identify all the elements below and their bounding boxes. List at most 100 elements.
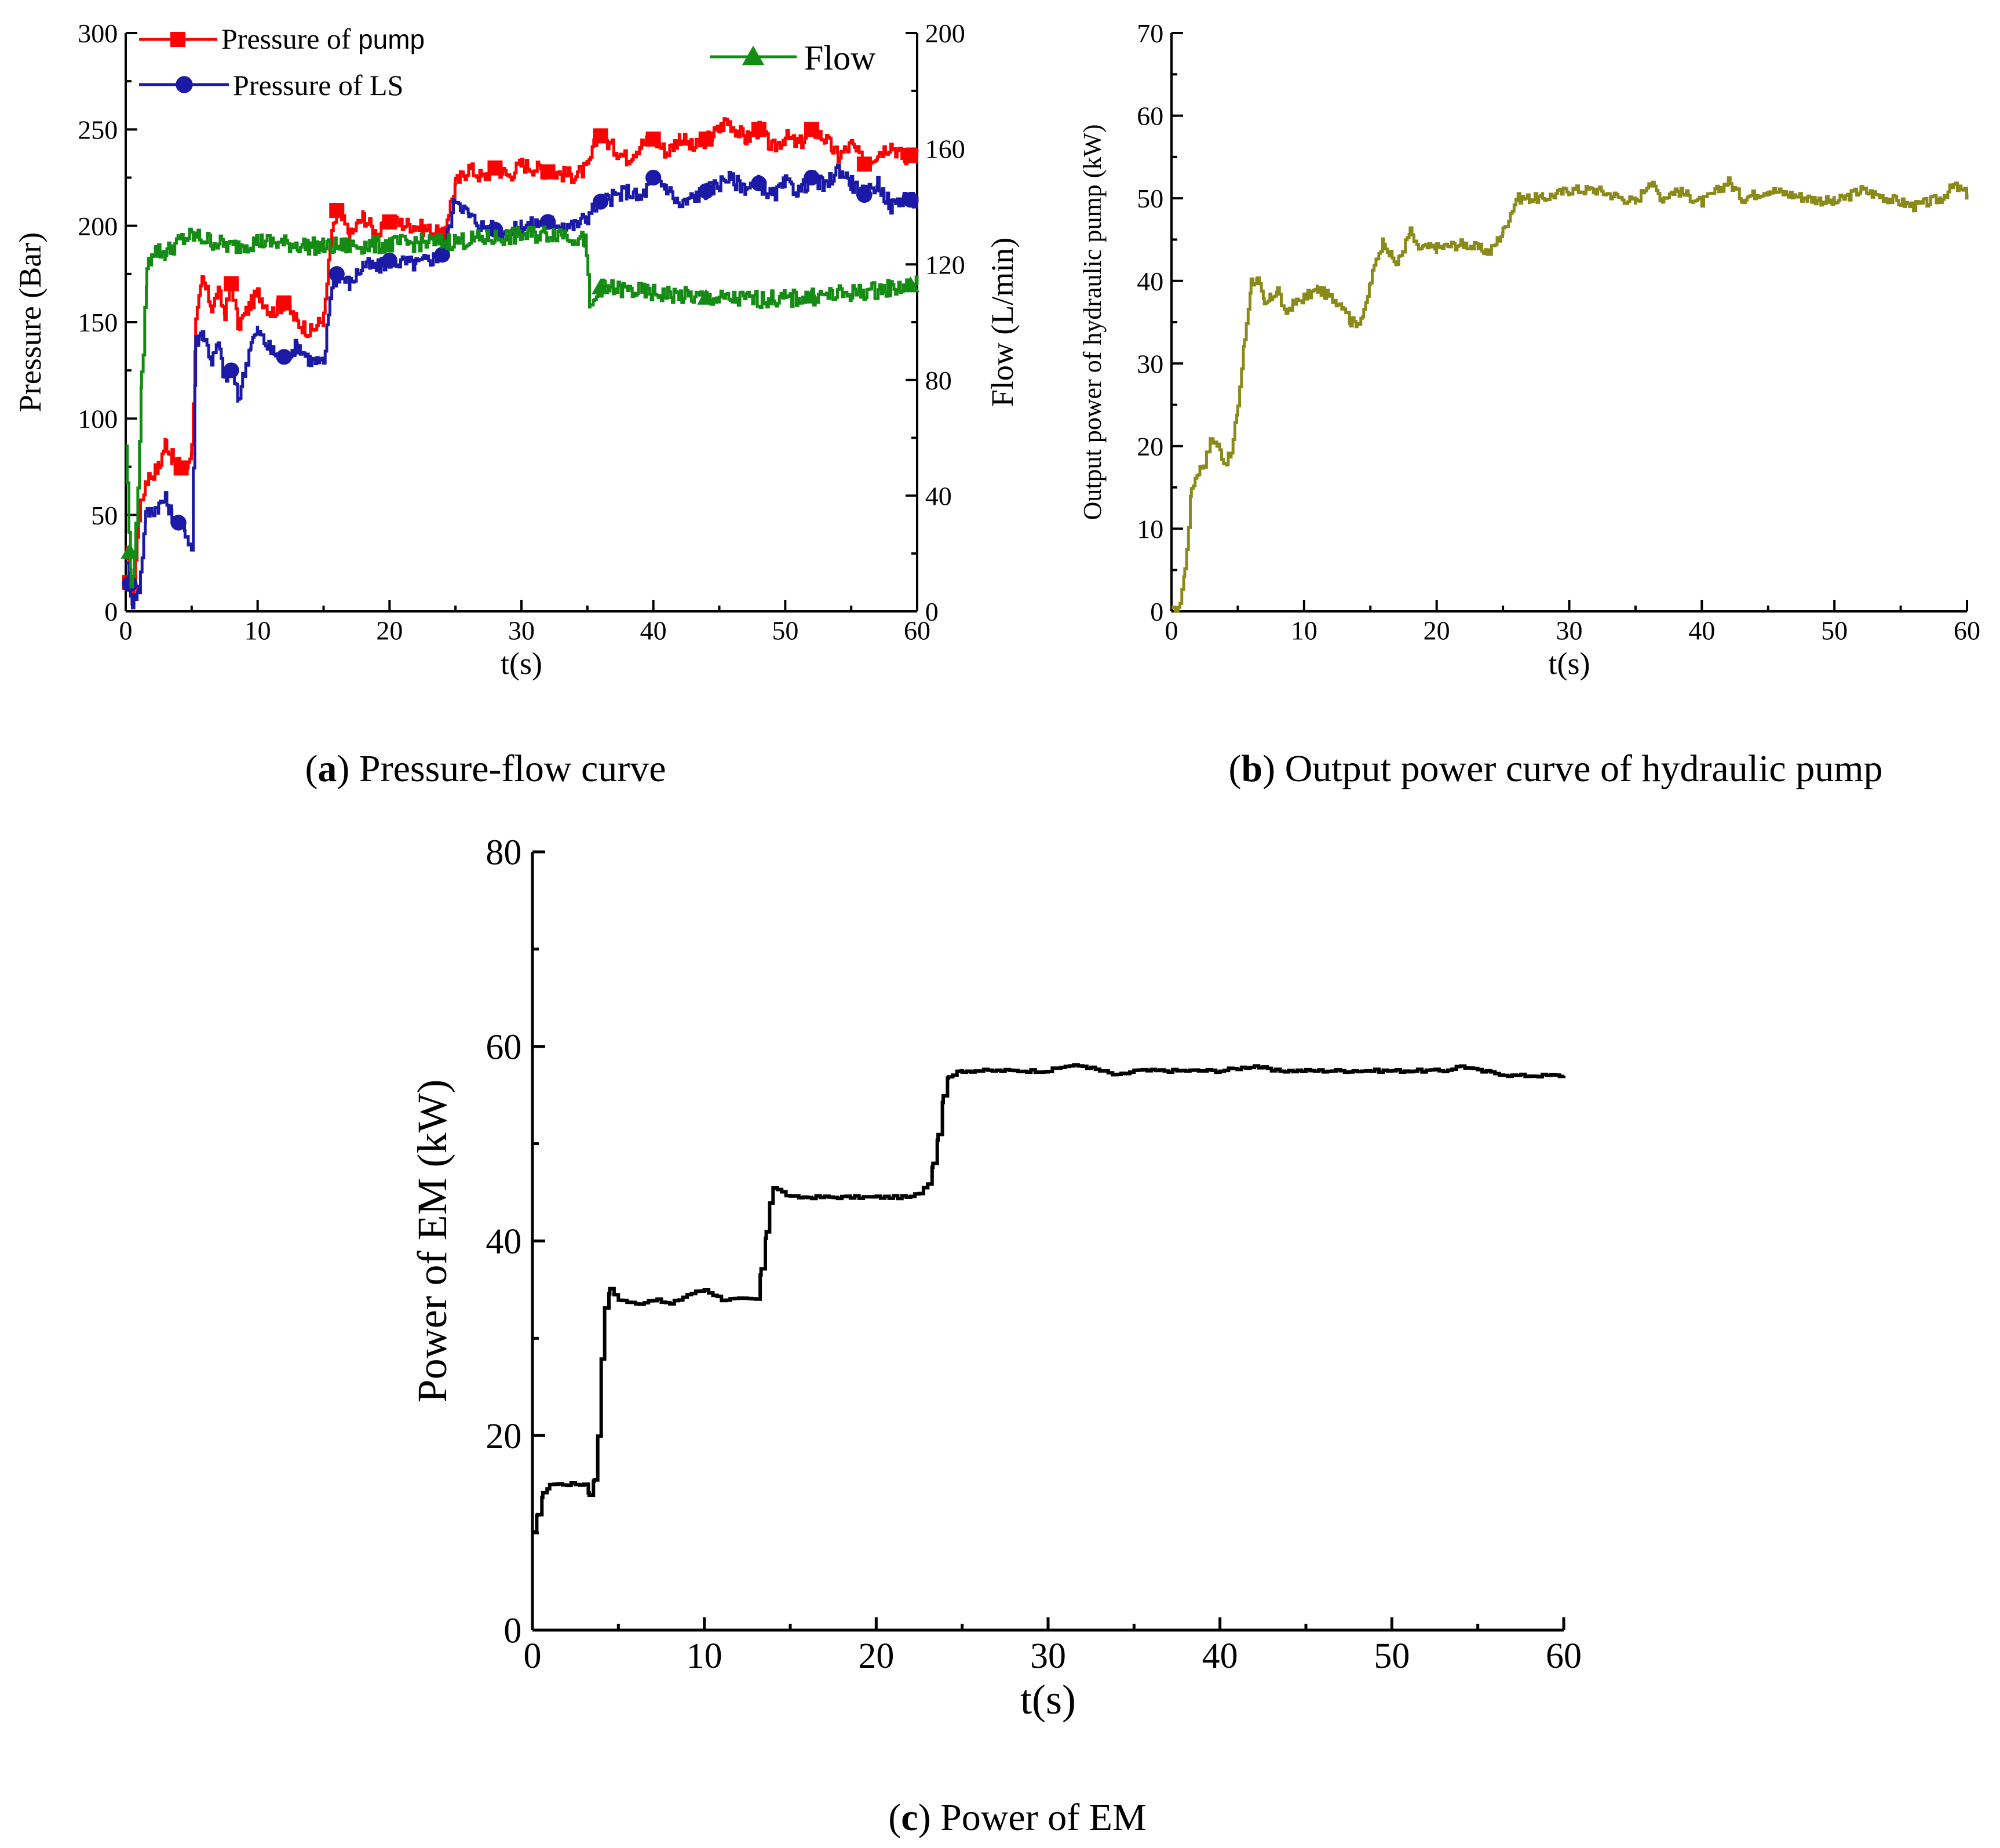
y2-tick-label: 40 xyxy=(925,482,952,511)
caption-text: Pressure-flow curve xyxy=(349,748,666,790)
y-tick-label: 200 xyxy=(78,212,118,241)
caption-letter: a xyxy=(317,748,337,790)
x-tick-label: 0 xyxy=(524,1636,542,1676)
series-line-output-power-of-hydraulic-pump xyxy=(1171,176,1969,613)
marker-pressure-of-ls xyxy=(276,349,292,365)
x-tick-label: 30 xyxy=(1030,1636,1066,1676)
x-axis-label: t(s) xyxy=(1549,646,1590,681)
x-tick-label: 0 xyxy=(119,615,133,645)
marker-pressure-of xyxy=(487,160,503,176)
y-tick-label: 100 xyxy=(78,404,118,433)
caption-text: Power of EM xyxy=(931,1796,1147,1839)
x-tick-label: 10 xyxy=(244,615,271,645)
legend-label-ls: Pressure of LS xyxy=(233,69,403,101)
marker-pressure-of-ls xyxy=(698,183,714,199)
caption-paren-close: ) xyxy=(1262,748,1275,790)
legend-label-flow: Flow xyxy=(804,39,876,77)
marker-pressure-of xyxy=(540,164,556,180)
caption-paren-open: ( xyxy=(1228,748,1241,790)
marker-flow xyxy=(121,543,139,559)
marker-flow xyxy=(697,289,716,305)
y-axis-label: Pressure (Bar) xyxy=(13,232,48,412)
x-tick-label: 10 xyxy=(687,1636,722,1676)
caption: (a) Pressure-flow curve xyxy=(305,748,666,790)
caption-paren-close: ) xyxy=(337,748,349,790)
x-tick-label: 60 xyxy=(904,615,930,645)
x-axis-label: t(s) xyxy=(1020,1676,1076,1723)
marker-pressure-of xyxy=(903,148,918,163)
caption: (c) Power of EM xyxy=(888,1796,1146,1839)
y-tick-label: 150 xyxy=(78,308,118,337)
marker-pressure-of-ls xyxy=(170,515,187,531)
marker-pressure-of-ls xyxy=(751,175,767,192)
legend-marker-ls xyxy=(176,76,193,93)
marker-pressure-of xyxy=(804,122,819,137)
marker-pressure-of-ls xyxy=(856,187,873,203)
y-axis-label: Power of EM (kW) xyxy=(409,1080,455,1403)
x-tick-label: 20 xyxy=(858,1636,894,1676)
marker-flow xyxy=(592,278,610,294)
caption-paren-open: ( xyxy=(305,748,317,790)
marker-pressure-of xyxy=(329,203,345,218)
x-tick-label: 30 xyxy=(1556,615,1583,645)
legend-label-pump: Pressure of pump xyxy=(221,23,425,55)
y2-tick-label: 0 xyxy=(925,597,939,626)
legend-marker-pump xyxy=(170,32,185,47)
legend-label-pump-text: Pressure of xyxy=(221,23,358,55)
y-tick-label: 0 xyxy=(1150,597,1163,626)
x-tick-label: 60 xyxy=(1954,615,1980,645)
marker-pressure-of xyxy=(645,131,661,147)
legend-label-pump-suffix: pump xyxy=(358,24,425,54)
y-tick-label: 50 xyxy=(1137,184,1163,213)
legend-marker-flow xyxy=(742,45,765,65)
caption-text: Output power curve of hydraulic pump xyxy=(1275,748,1882,790)
y-tick-label: 0 xyxy=(503,1612,521,1651)
marker-pressure-of-ls xyxy=(381,252,397,269)
x-tick-label: 60 xyxy=(1546,1636,1582,1676)
x-tick-label: 50 xyxy=(1821,615,1848,645)
y2-tick-label: 120 xyxy=(925,250,965,279)
y-tick-label: 40 xyxy=(1137,267,1163,296)
x-tick-label: 10 xyxy=(1291,615,1317,645)
y2-tick-label: 160 xyxy=(925,134,965,164)
y-tick-label: 20 xyxy=(486,1417,521,1456)
marker-pressure-of-ls xyxy=(902,192,919,208)
y-tick-label: 70 xyxy=(1137,19,1163,48)
marker-pressure-of-ls xyxy=(592,194,609,210)
x-tick-label: 20 xyxy=(376,615,403,645)
chart-a: 0 10 20 30 40 50 60050100150200250300040801201… xyxy=(13,19,1020,790)
marker-pressure-of xyxy=(751,122,767,137)
marker-pressure-of xyxy=(173,460,189,476)
y-tick-label: 30 xyxy=(1137,349,1163,378)
marker-flow xyxy=(802,287,821,304)
x-axis-label: t(s) xyxy=(501,646,542,681)
caption-letter: c xyxy=(901,1796,918,1839)
marker-pressure-of xyxy=(698,131,714,147)
marker-flow xyxy=(902,276,920,293)
marker-pressure-of-ls xyxy=(804,169,820,186)
series-line-power-of-em xyxy=(532,1063,1565,1534)
x-tick-label: 0 xyxy=(1165,615,1178,645)
y-tick-label: 60 xyxy=(1137,101,1163,131)
marker-pressure-of-ls xyxy=(223,362,239,378)
x-tick-label: 40 xyxy=(640,615,667,645)
marker-pressure-of xyxy=(276,295,292,311)
x-tick-label: 40 xyxy=(1688,615,1715,645)
y-tick-label: 20 xyxy=(1137,432,1163,461)
y2-axis-label: Flow (L/min) xyxy=(985,238,1020,407)
y-tick-label: 50 xyxy=(91,501,118,530)
series-line-flow xyxy=(126,225,919,589)
marker-pressure-of-ls xyxy=(645,169,662,186)
x-tick-label: 50 xyxy=(1374,1636,1410,1676)
y-tick-label: 60 xyxy=(486,1027,521,1067)
caption-letter: b xyxy=(1241,748,1262,790)
x-tick-label: 40 xyxy=(1202,1636,1238,1676)
y-tick-label: 0 xyxy=(104,597,118,626)
caption-paren-open: ( xyxy=(888,1796,901,1839)
marker-pressure-of-ls xyxy=(329,266,345,282)
x-tick-label: 50 xyxy=(772,615,798,645)
marker-pressure-of-ls xyxy=(434,246,451,263)
marker-pressure-of xyxy=(224,276,239,291)
